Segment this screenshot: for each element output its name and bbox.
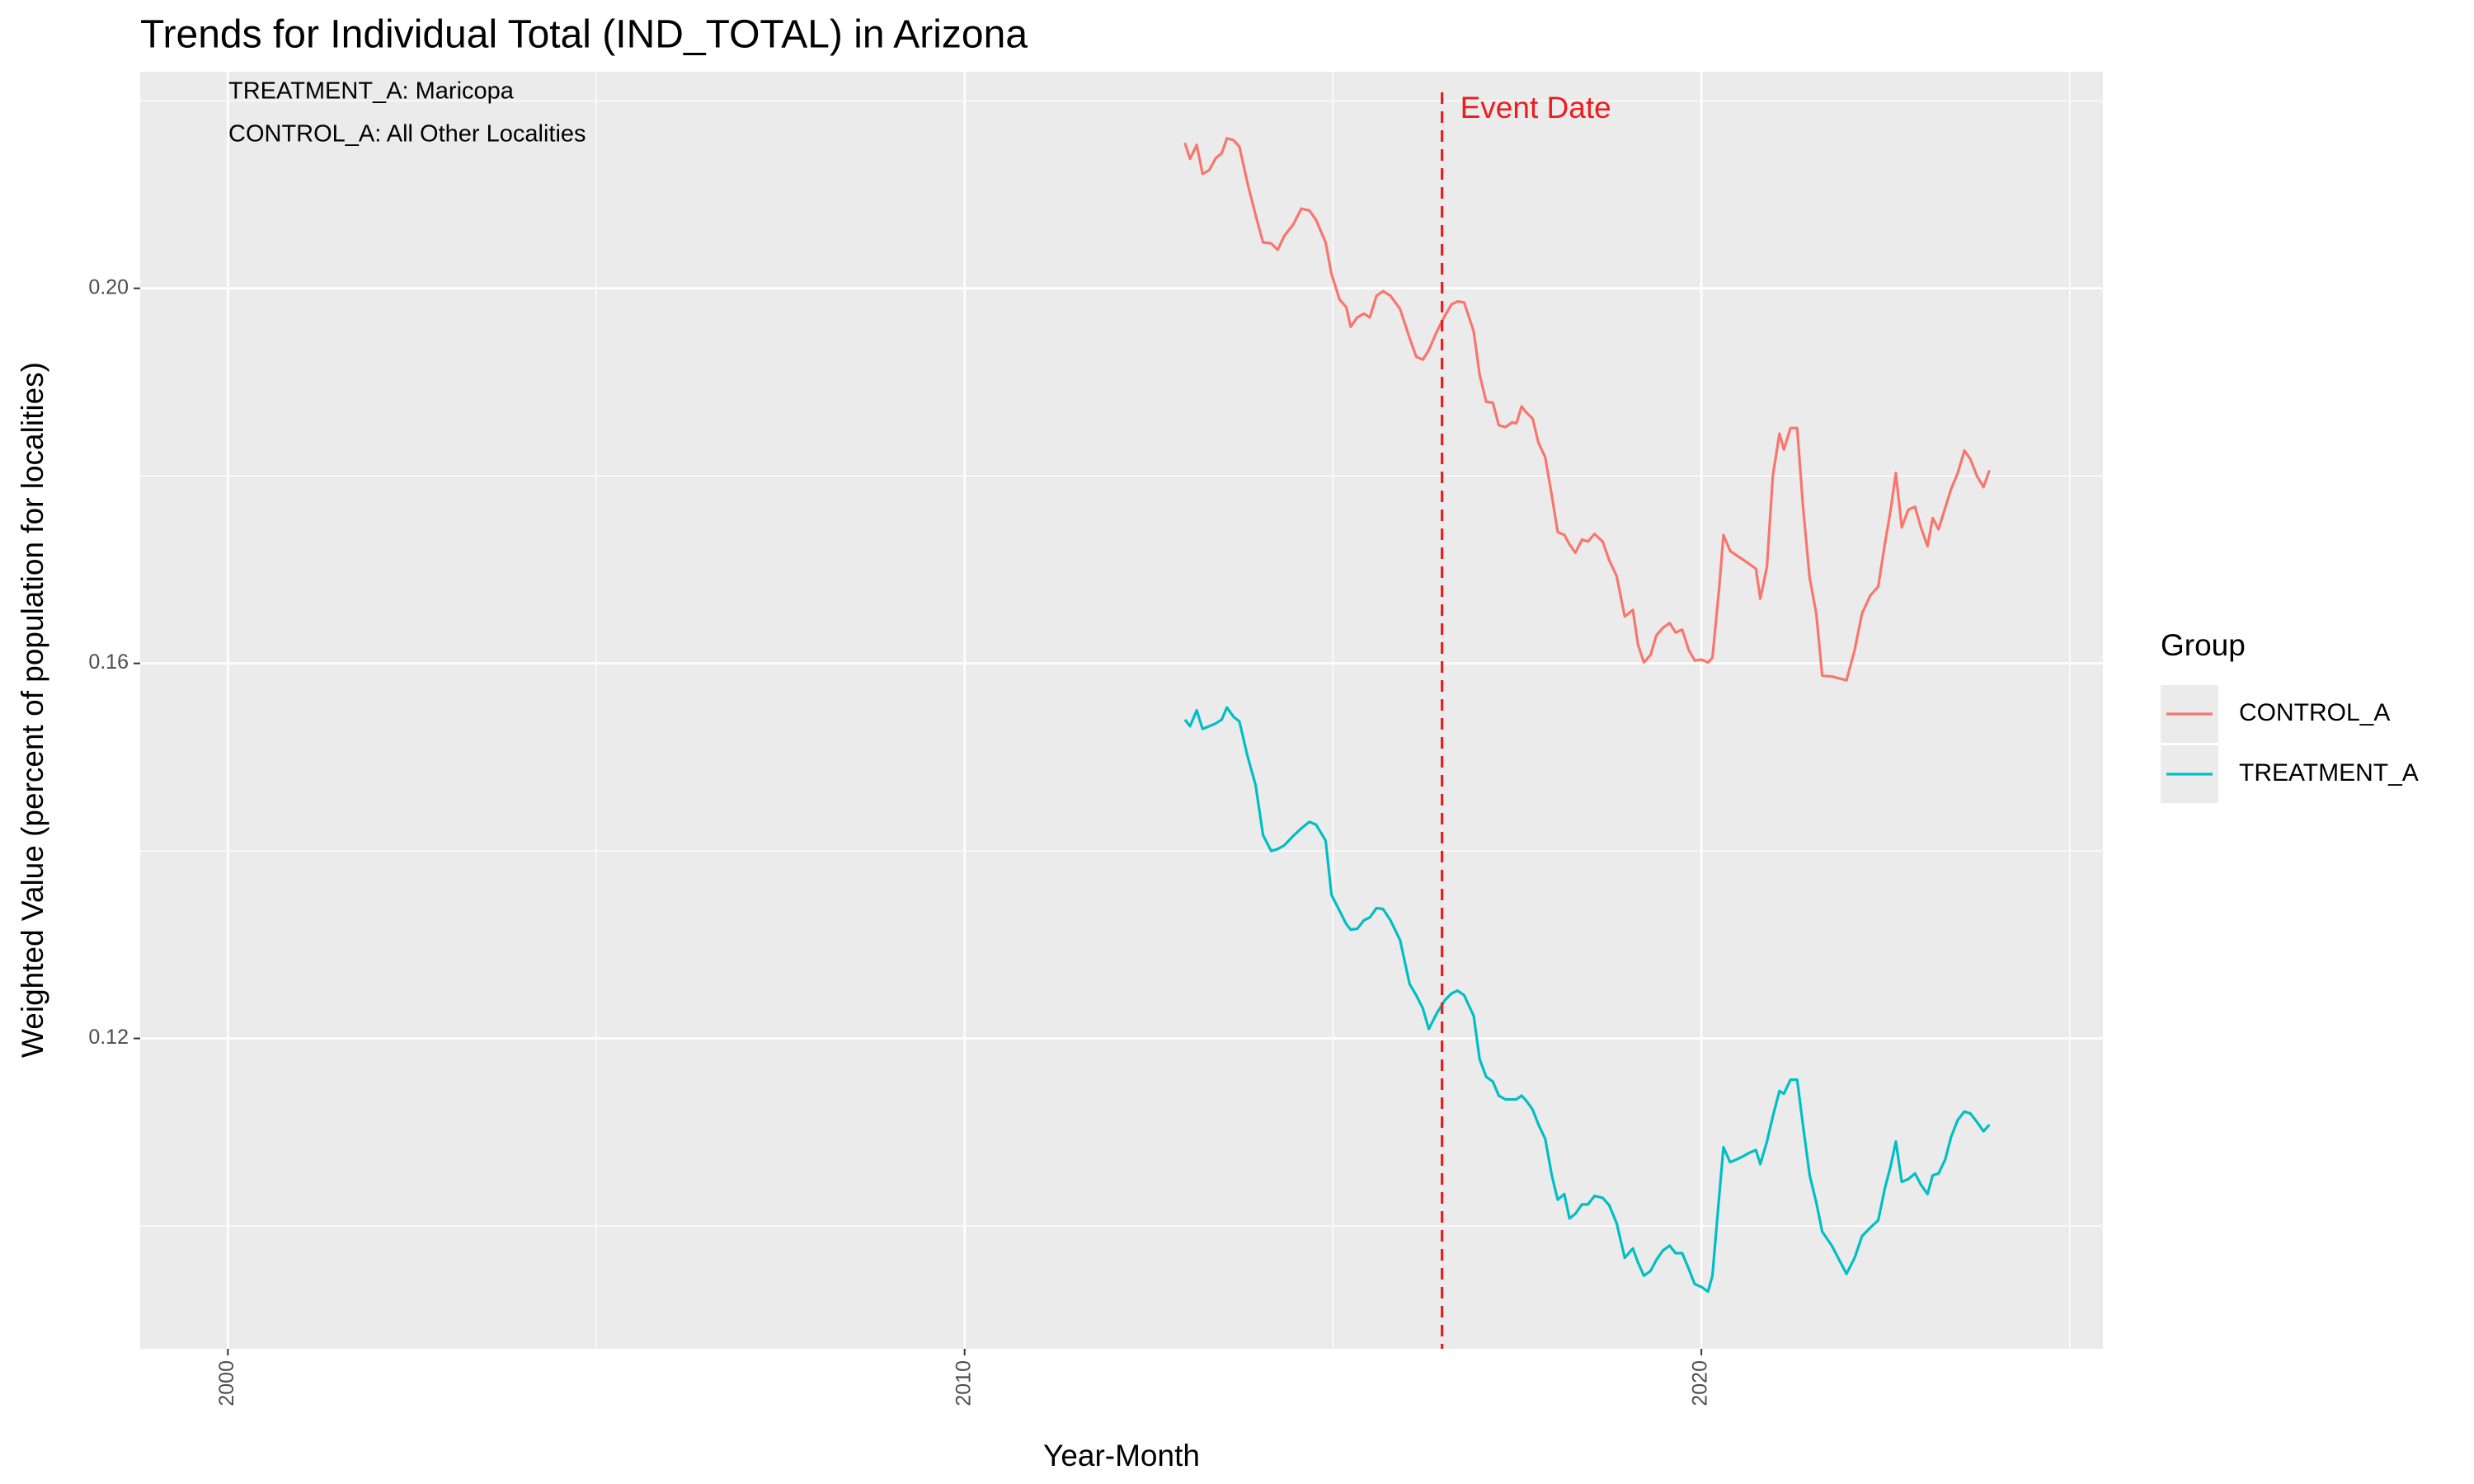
x-axis-title: Year-Month <box>1043 1439 1200 1472</box>
x-tick-label: 2010 <box>952 1360 975 1407</box>
legend-title: Group <box>2161 628 2246 662</box>
y-tick-label: 0.12 <box>88 1026 129 1049</box>
plot-panel <box>140 72 2103 1349</box>
legend-label: TREATMENT_A <box>2239 759 2419 787</box>
y-tick-label: 0.16 <box>88 650 129 674</box>
annotation: CONTROL_A: All Other Localities <box>228 121 586 148</box>
y-axis-title: Weighted Value (percent of population fo… <box>16 362 49 1058</box>
event-label: Event Date <box>1460 91 1611 124</box>
x-tick-label: 2020 <box>1689 1360 1712 1407</box>
annotation: TREATMENT_A: Maricopa <box>228 78 515 105</box>
chart-title: Trends for Individual Total (IND_TOTAL) … <box>140 13 1028 57</box>
series-line <box>1183 137 1991 682</box>
y-tick-label: 0.20 <box>88 275 129 298</box>
x-tick-label: 2000 <box>215 1360 238 1407</box>
legend-label: CONTROL_A <box>2239 699 2390 726</box>
series-line <box>1183 706 1991 1294</box>
